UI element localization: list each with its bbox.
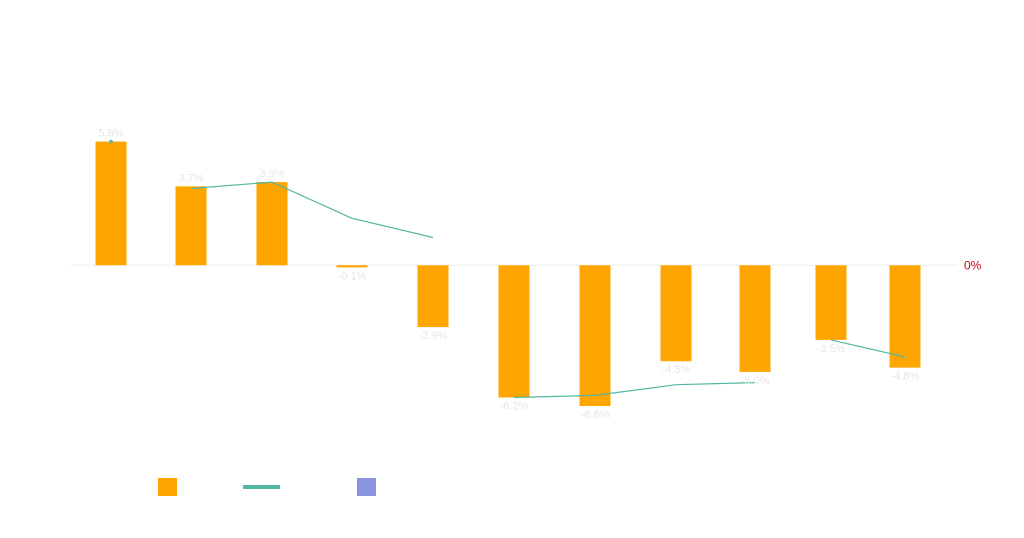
bar-6[interactable] [498, 265, 530, 398]
trend-lines-group [109, 139, 906, 399]
data-labels-group: 5.8% 3.7% 3.9% -0.1% -2.9% -6.2% -6.6% -4.5% -5.… [98, 128, 919, 421]
data-label-9: -5.0% [741, 375, 770, 387]
data-label-11: -4.8% [891, 371, 920, 383]
data-label-6: -6.2% [500, 400, 529, 412]
data-label-3: 3.9% [259, 168, 284, 180]
legend-square-swatch-1[interactable] [158, 478, 177, 496]
bar-3[interactable] [256, 182, 288, 266]
bar-11[interactable] [889, 265, 921, 368]
bar-7[interactable] [579, 265, 611, 407]
trend-line-segment-3[interactable] [513, 382, 756, 399]
bar-10[interactable] [815, 265, 847, 340]
bar-4[interactable] [336, 265, 368, 268]
legend-square-swatch-3[interactable] [357, 478, 376, 496]
trend-line-segment-4[interactable] [830, 339, 906, 358]
legend-line-swatch-2[interactable] [243, 485, 280, 489]
bar-8[interactable] [660, 265, 692, 362]
trend-line-segment-2[interactable] [190, 181, 434, 239]
bar-1[interactable] [95, 141, 127, 266]
trend-point-1[interactable] [109, 139, 113, 144]
data-label-1: 5.8% [98, 128, 123, 140]
data-label-2: 3.7% [178, 172, 203, 184]
data-label-4: -0.1% [338, 270, 367, 282]
bar-5[interactable] [417, 265, 449, 328]
legend[interactable] [158, 478, 376, 496]
data-label-5: -2.9% [419, 330, 448, 342]
data-label-7: -6.6% [581, 409, 610, 421]
data-label-10: -3.5% [817, 343, 846, 355]
bar-9[interactable] [739, 265, 771, 372]
zero-baseline-label: 0% [964, 258, 982, 272]
bars-group [95, 141, 921, 407]
bar-2[interactable] [175, 186, 207, 266]
data-label-8: -4.5% [662, 364, 691, 376]
